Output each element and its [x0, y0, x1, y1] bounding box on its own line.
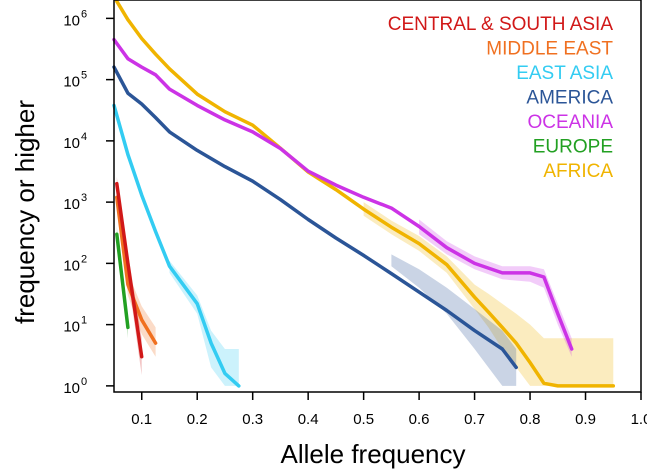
x-tick-label: 0.5 [353, 411, 374, 428]
y-tick-label: 10 [63, 12, 80, 29]
legend-europe: EUROPE [533, 137, 613, 158]
y-tick-exponent: 1 [81, 315, 87, 327]
y-tick-exponent: 4 [81, 131, 87, 143]
line-oceania [112, 37, 574, 351]
line-central-south-asia [115, 181, 144, 359]
y-axis-title: frequency or higher [10, 100, 40, 324]
x-tick-label: 0.1 [131, 411, 152, 428]
x-axis-title: Allele frequency [281, 439, 466, 469]
y-tick-exponent: 6 [81, 8, 87, 20]
y-tick-label: 10 [63, 380, 80, 397]
legend-middle-east: MIDDLE EAST [486, 39, 613, 60]
x-tick-label: 0.4 [298, 411, 319, 428]
band-america [391, 254, 517, 386]
line-europe [115, 232, 130, 330]
y-tick-label: 10 [63, 257, 80, 274]
y-tick-label: 10 [63, 74, 80, 91]
x-tick-label: 0.3 [242, 411, 263, 428]
legend-oceania: OCEANIA [527, 112, 613, 133]
line-east-asia [112, 103, 241, 388]
y-tick-exponent: 5 [81, 70, 87, 82]
y-tick-exponent: 2 [81, 253, 87, 265]
legend-east-asia: EAST ASIA [516, 63, 613, 84]
x-tick-label: 0.6 [409, 411, 430, 428]
legend-america: AMERICA [526, 88, 613, 109]
x-tick-label: 0.7 [464, 411, 485, 428]
y-tick-label: 10 [63, 196, 80, 213]
band-middle-east [116, 191, 156, 357]
y-tick-label: 10 [63, 319, 80, 336]
series-lines [112, 0, 616, 388]
y-tick-label: 10 [63, 135, 80, 152]
legend-central-south-asia: CENTRAL & SOUTH ASIA [388, 14, 614, 35]
x-tick-label: 0.9 [575, 411, 596, 428]
x-tick-label: 0.8 [520, 411, 541, 428]
x-tick-label: 0.2 [187, 411, 208, 428]
plot-frame [113, 0, 642, 393]
legend: CENTRAL & SOUTH ASIA MIDDLE EAST EAST ASIA… [388, 14, 614, 182]
y-tick-exponent: 3 [81, 192, 87, 204]
x-axis-ticks: 0.1 0.2 0.3 0.4 0.5 0.6 0.7 0.8 0.9 1.0 [131, 392, 647, 428]
x-tick-label: 1.0 [631, 411, 647, 428]
line-america [112, 65, 518, 370]
line-africa [115, 0, 616, 388]
y-tick-exponent: 0 [81, 376, 87, 388]
legend-africa: AFRICA [543, 161, 613, 182]
